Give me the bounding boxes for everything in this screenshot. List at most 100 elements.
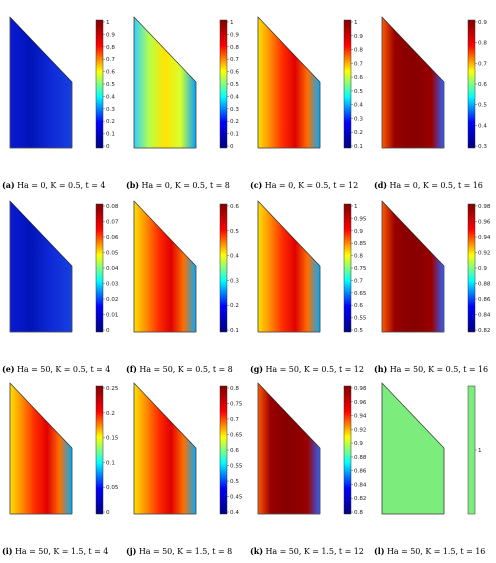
colorbar-tick-label: 0.8	[230, 386, 239, 392]
colorbar-tick-label: 0.7	[230, 417, 239, 423]
colorbar-tick-label: 0.2	[106, 411, 115, 417]
contour-plot: 0.8 0.75 0.7 0.65 0.6 0.55 0.5 0.45 0.4	[133, 382, 243, 516]
colorbar	[467, 385, 476, 515]
colorbar-tick-label: 0.86	[478, 297, 491, 303]
colorbar	[343, 385, 352, 515]
colorbar	[219, 19, 228, 149]
panel-caption-text: Ha = 0, K = 0.5, t = 12	[262, 181, 359, 190]
domain-field	[381, 16, 445, 149]
colorbar-tick-label: 0	[106, 328, 110, 334]
panel-caption-text: Ha = 50, K = 1.5, t = 8	[136, 547, 233, 556]
panel-e: 0.08 0.07 0.06 0.05 0.04 0.03 0.02 0.01 0 (e) Ha …	[2, 198, 126, 381]
colorbar-tick-label: 0.1	[230, 132, 239, 138]
colorbar-tick-label: 0.8	[230, 45, 239, 51]
figure-root: { "panels": [ {"label": "(a)", "caption"…	[2, 14, 496, 556]
colorbar-tick-label: 0.9	[106, 32, 115, 38]
colorbar-tick-label: 0.4	[230, 254, 239, 260]
colorbar-tick-label: 0.88	[354, 455, 367, 461]
panel-caption-text: Ha = 0, K = 0.5, t = 4	[14, 181, 106, 190]
contour-plot: 1 0.9 0.8 0.7 0.6 0.5 0.4 0.3 0.2 0.1 0	[9, 16, 115, 150]
colorbar-tick-label: 0.3	[106, 107, 115, 113]
colorbar-tick-label: 0.7	[354, 61, 363, 67]
colorbar-tick-label: 0.45	[230, 495, 243, 501]
colorbar-tick-label: 0.1	[354, 144, 363, 150]
panel-f: 0.6 0.5 0.4 0.3 0.2 0.1 (f) Ha = 50, K = 0.5, …	[126, 198, 250, 381]
colorbar-tick-label: 0.98	[478, 204, 491, 210]
panel-label: (a)	[2, 180, 15, 190]
colorbar-tick-label: 0.07	[106, 220, 119, 226]
colorbar-tick-label: 0.3	[478, 144, 487, 150]
contour-plot: 0.6 0.5 0.4 0.3 0.2 0.1	[133, 200, 239, 334]
panel-caption-text: Ha = 50, K = 1.5, t = 4	[12, 547, 109, 556]
panel-g: 1 0.95 0.9 0.85 0.8 0.75 0.7 0.65 0.6 0.55 0.5 (g) …	[250, 198, 374, 381]
colorbar-tick-label: 0.6	[106, 70, 115, 76]
colorbar-tick-label: 0.5	[230, 82, 239, 88]
panel-caption-text: Ha = 50, K = 1.5, t = 16	[384, 547, 486, 556]
colorbar-tick-label: 0.1	[106, 460, 115, 466]
colorbar-tick-label: 0.8	[354, 48, 363, 54]
colorbar-tick-label: 0.84	[354, 482, 367, 488]
colorbar	[467, 203, 476, 333]
contour-plot: 0.25 0.2 0.15 0.1 0.05 0	[9, 382, 119, 516]
panel-label: (j)	[126, 546, 137, 556]
colorbar-tick-label: 0.02	[106, 297, 118, 303]
colorbar-tick-label: 0.6	[230, 204, 239, 210]
panel-b: 1 0.9 0.8 0.7 0.6 0.5 0.4 0.3 0.2 0.1 0 (b) Ha = 0,…	[126, 14, 250, 197]
colorbar-tick-label: 0.84	[478, 313, 491, 319]
domain-field	[381, 382, 445, 515]
colorbar-tick-label: 0.4	[230, 510, 239, 516]
colorbar	[95, 19, 104, 149]
colorbar-tick-label: 0.5	[354, 328, 363, 334]
panel-caption: (h) Ha = 50, K = 0.5, t = 16	[374, 364, 496, 374]
colorbar-tick-label: 0.3	[354, 116, 363, 122]
colorbar-tick-label: 0.15	[106, 436, 119, 442]
colorbar-tick-label: 0.5	[230, 479, 239, 485]
colorbar-tick-label: 0.4	[106, 94, 115, 100]
colorbar-tick-label: 0.7	[106, 57, 115, 63]
domain-field	[9, 16, 73, 149]
colorbar-tick-label: 0.95	[354, 216, 367, 222]
colorbar-tick-label: 0.88	[478, 282, 491, 288]
colorbar-tick-label: 0.04	[106, 266, 119, 272]
colorbar-tick-label: 0.55	[354, 316, 367, 322]
colorbar-tick-label: 0.6	[230, 448, 239, 454]
contour-plot: 0.98 0.96 0.94 0.92 0.9 0.88 0.86 0.84 0.82	[381, 200, 491, 334]
colorbar-tick-label: 0.8	[478, 41, 487, 47]
colorbar-tick-label: 0.6	[354, 75, 363, 81]
domain-field	[257, 382, 321, 515]
colorbar-tick-label: 1	[106, 20, 110, 26]
colorbar-tick-label: 0.82	[478, 328, 490, 334]
colorbar-tick-label: 0.5	[354, 89, 363, 95]
colorbar-tick-label: 0.25	[106, 386, 119, 392]
colorbar-tick-label: 0.9	[478, 20, 487, 26]
colorbar-tick-label: 0.65	[230, 433, 243, 439]
contour-plot: 0.08 0.07 0.06 0.05 0.04 0.03 0.02 0.01 0	[9, 200, 119, 334]
colorbar-tick-label: 0.65	[354, 291, 367, 297]
colorbar-tick-label: 0.06	[106, 235, 119, 241]
panel-label: (l)	[374, 546, 385, 556]
contour-plot: 1 0.9 0.8 0.7 0.6 0.5 0.4 0.3 0.2 0.1	[257, 16, 363, 150]
colorbar-tick-label: 0.4	[230, 94, 239, 100]
panel-caption: (d) Ha = 0, K = 0.5, t = 16	[374, 180, 496, 190]
panel-label: (c)	[250, 180, 263, 190]
colorbar-tick-label: 0.82	[354, 496, 366, 502]
colorbar	[219, 203, 228, 333]
colorbar-tick-label: 0.2	[230, 119, 239, 125]
colorbar-tick-label: 1	[230, 20, 234, 26]
colorbar-tick-label: 0.4	[354, 103, 363, 109]
contour-plot: 0.98 0.96 0.94 0.92 0.9 0.88 0.86 0.84 0.82 0.8	[257, 382, 367, 516]
contour-plot: 1 0.9 0.8 0.7 0.6 0.5 0.4 0.3 0.2 0.1 0	[133, 16, 239, 150]
contour-plot: 1	[381, 382, 482, 515]
panel-caption-text: Ha = 0, K = 0.5, t = 8	[139, 181, 230, 190]
panel-caption: (j) Ha = 50, K = 1.5, t = 8	[126, 546, 250, 556]
panel-k: 0.98 0.96 0.94 0.92 0.9 0.88 0.86 0.84 0.82 0.8 (k…	[250, 380, 374, 563]
panel-h: 0.98 0.96 0.94 0.92 0.9 0.88 0.86 0.84 0.82 (h) H…	[374, 198, 496, 381]
colorbar-tick-label: 0.85	[354, 241, 367, 247]
colorbar-tick-label: 0.6	[478, 82, 487, 88]
panel-c: 1 0.9 0.8 0.7 0.6 0.5 0.4 0.3 0.2 0.1 (c) Ha = 0, …	[250, 14, 374, 197]
panel-label: (e)	[2, 364, 15, 374]
colorbar-tick-label: 1	[354, 20, 358, 26]
colorbar-tick-label: 0.2	[106, 119, 115, 125]
colorbar-tick-label: 0.5	[230, 229, 239, 235]
colorbar-tick-label: 1	[354, 204, 358, 210]
